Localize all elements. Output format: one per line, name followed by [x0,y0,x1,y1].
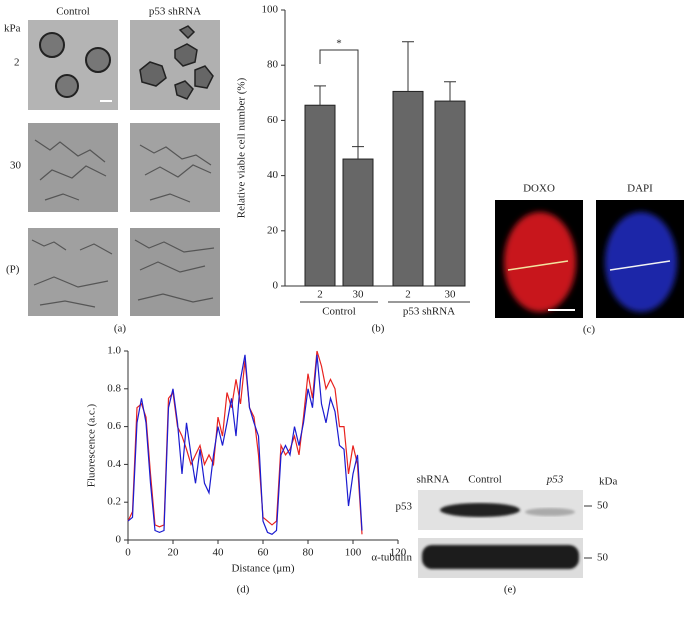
panel-label: (d) [237,584,250,596]
y-tick-label: 60 [267,114,279,126]
y-tick-label: 80 [267,59,279,71]
bar-chart: 0 20 40 60 80 100 Relative viable cell number … [236,4,470,335]
panel-e: shRNA Control p53 kDa p53 α-tubulin 50 5… [371,474,617,596]
line-series [127,354,363,535]
x-tick-label: 30 [445,289,457,301]
x-tick-label: 30 [353,289,365,301]
panel-label: (a) [114,323,127,335]
bar [342,158,374,287]
y-tick-label: 0 [273,280,279,292]
micrograph [28,123,118,212]
y-tick-label: 100 [262,4,279,16]
size-label: 50 [597,500,609,512]
channel-label: DAPI [627,183,653,195]
panel-label: (b) [372,323,385,335]
panel-label: (e) [504,584,517,596]
x-tick-label: 120 [390,547,407,559]
band [422,545,579,569]
x-tick-label: 100 [345,547,362,559]
row-header: shRNA [416,474,449,486]
y-tick-label: 1.0 [107,345,121,357]
x-tick-label: 20 [168,547,180,559]
y-tick-label: 20 [267,224,279,236]
micrograph [130,123,220,212]
y-tick-label: 0.4 [107,458,121,470]
cell-cluster [85,47,111,73]
bar [304,104,336,287]
profile-line [507,260,569,271]
column-label: Control [56,6,90,18]
size-label: 50 [597,552,609,564]
group-label: p53 shRNA [403,306,455,318]
micrograph [28,228,118,316]
x-tick-label: 2 [405,289,411,301]
panel-c: DOXO DAPI (c) [495,183,684,336]
x-axis-label: Distance (μm) [231,563,294,575]
significance-label: * [336,38,342,50]
micrograph [130,228,220,316]
row-label: 30 [10,160,22,172]
column-label: Control [468,474,502,486]
panel-label: (c) [583,324,596,336]
row-label: 2 [14,57,20,69]
bar [434,100,466,287]
profile-line [609,260,671,271]
y-tick-label: 0.2 [107,496,121,508]
x-tick-label: 2 [317,289,323,301]
band [440,503,520,517]
x-tick-label: 80 [303,547,315,559]
group-label: Control [322,306,356,318]
row-header: kPa [4,23,21,35]
line-chart: 0 0.2 0.4 0.6 0.8 1.0 0 20 40 60 80 100 120 Fluoresce… [86,345,407,596]
channel-label: DOXO [523,183,555,195]
bar [392,90,424,287]
significance-bracket [319,49,359,150]
y-axis-label: Fluorescence (a.c.) [86,403,98,487]
spheroid [504,212,576,312]
y-tick-label: 0.6 [107,420,121,432]
x-tick-label: 60 [258,547,270,559]
unit-label: kDa [599,476,617,488]
cell-cluster [39,32,65,58]
column-label: p53 shRNA [149,6,201,18]
y-tick-label: 0.8 [107,382,121,394]
cell-texture [31,139,215,308]
x-tick-label: 0 [125,547,131,559]
row-label: (P) [6,264,20,276]
column-label: p53 [546,474,564,486]
band [525,508,575,516]
cell-clusters [139,25,214,100]
y-tick-label: 40 [267,169,279,181]
y-axis-label: Relative viable cell number (%) [236,77,248,218]
y-tick-label: 0 [116,534,122,546]
band-label: p53 [396,501,413,513]
micrograph [130,20,220,110]
line-series [127,350,363,535]
panel-a: Control p53 shRNA kPa 2 30 (P) (a) [4,6,220,335]
cell-cluster [55,74,79,98]
band-label: α-tubulin [371,552,412,564]
spheroid [605,212,677,312]
x-tick-label: 40 [213,547,225,559]
